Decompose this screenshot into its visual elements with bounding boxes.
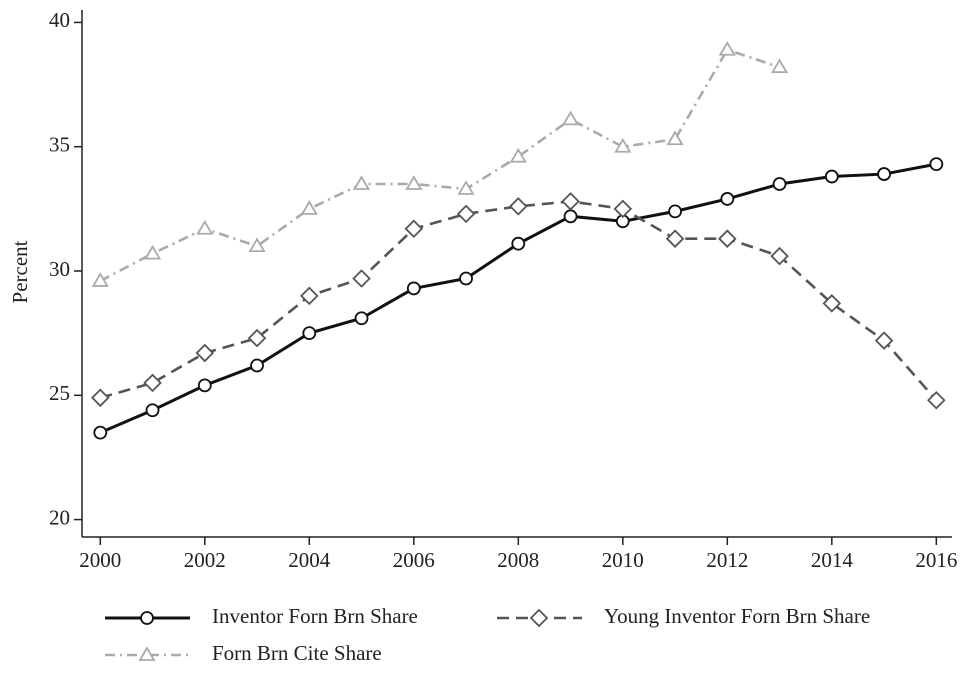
- marker: [511, 236, 526, 251]
- series-line: [99, 200, 938, 402]
- x-tick-label: 2014: [811, 548, 854, 572]
- x-tick-label: 2004: [288, 548, 331, 572]
- marker: [666, 130, 684, 146]
- series-line: [99, 48, 780, 283]
- marker: [720, 192, 735, 206]
- marker: [354, 311, 369, 326]
- marker: [143, 373, 162, 393]
- legend-label: Forn Brn Cite Share: [212, 641, 382, 665]
- x-tick-label: 2012: [706, 548, 748, 572]
- marker: [824, 169, 839, 184]
- marker: [822, 294, 842, 313]
- legend-marker: [529, 608, 549, 628]
- marker: [927, 391, 946, 410]
- marker: [614, 137, 632, 153]
- x-tick-label: 2002: [184, 548, 226, 572]
- y-tick-label: 35: [49, 133, 70, 157]
- marker: [874, 331, 894, 350]
- marker: [145, 403, 160, 418]
- marker: [665, 229, 685, 248]
- marker: [248, 237, 266, 253]
- marker: [509, 197, 528, 216]
- marker: [250, 358, 264, 373]
- x-tick-label: 2016: [915, 548, 957, 572]
- marker: [561, 192, 580, 211]
- marker: [143, 244, 162, 260]
- marker: [300, 286, 319, 306]
- marker: [405, 175, 423, 190]
- marker: [770, 246, 789, 266]
- legend-label: Young Inventor Forn Brn Share: [604, 604, 870, 628]
- marker: [561, 110, 580, 126]
- marker: [91, 272, 109, 287]
- marker: [195, 343, 215, 363]
- marker: [509, 147, 527, 163]
- legend-marker: [138, 646, 156, 661]
- marker: [197, 378, 212, 393]
- marker: [247, 328, 267, 348]
- marker: [300, 200, 318, 215]
- marker: [772, 177, 787, 191]
- legend-label: Inventor Forn Brn Share: [212, 604, 418, 628]
- y-tick-label: 20: [49, 505, 70, 529]
- marker: [91, 388, 110, 408]
- x-tick-label: 2006: [393, 548, 435, 572]
- marker: [877, 167, 891, 181]
- x-tick-label: 2010: [602, 548, 644, 572]
- y-tick-label: 25: [49, 381, 70, 405]
- y-axis-title: Percent: [8, 240, 32, 303]
- y-tick-label: 40: [49, 8, 70, 32]
- legend-marker: [140, 611, 154, 625]
- marker: [302, 326, 317, 341]
- marker: [668, 204, 682, 219]
- y-tick-label: 30: [49, 257, 70, 281]
- x-tick-label: 2000: [79, 548, 121, 572]
- marker: [771, 58, 789, 74]
- marker: [406, 281, 421, 296]
- marker: [93, 425, 108, 440]
- marker: [456, 204, 476, 224]
- marker: [459, 271, 473, 286]
- marker: [929, 157, 944, 172]
- marker: [404, 219, 424, 239]
- marker: [613, 199, 633, 219]
- marker: [563, 209, 578, 224]
- marker: [718, 40, 736, 56]
- x-tick-label: 2008: [497, 548, 539, 572]
- marker: [352, 269, 371, 288]
- marker: [352, 175, 371, 190]
- marker: [718, 229, 737, 248]
- marker: [196, 219, 214, 235]
- marker: [457, 180, 475, 195]
